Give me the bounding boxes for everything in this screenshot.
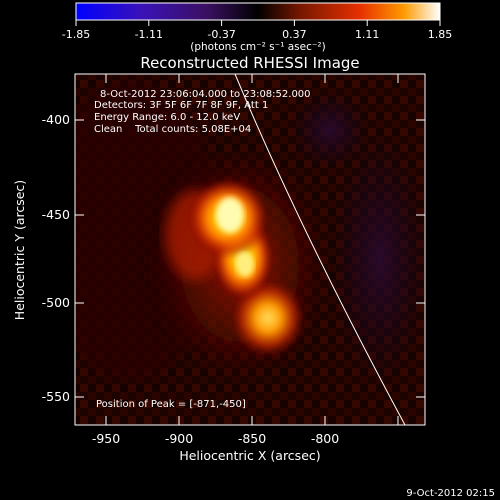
colorbar	[75, 2, 441, 21]
colorbar-tick-label: -0.37	[207, 28, 235, 41]
peak-position-text: Position of Peak = [-871,-450]	[96, 399, 246, 410]
y-tick-label: -500	[42, 295, 70, 310]
colorbar-tick-labels: -1.85 -1.11 -0.37 0.37 1.11 1.85	[62, 28, 452, 41]
x-tick-label: -850	[238, 431, 266, 446]
solar-image	[75, 74, 425, 425]
colorbar-unit-label: (photons cm⁻² s⁻¹ asec⁻²)	[190, 41, 325, 53]
y-axis-label: Heliocentric Y (arcsec)	[12, 180, 27, 320]
colorbar-tick-label: 1.85	[428, 28, 453, 41]
y-tick-label: -450	[42, 207, 70, 222]
colorbar-tick-label: 0.37	[282, 28, 307, 41]
image-title: Reconstructed RHESSI Image	[140, 54, 359, 72]
x-axis-ticks	[105, 74, 399, 425]
y-axis-ticks	[75, 119, 425, 398]
generation-timestamp: 9-Oct-2012 02:15	[406, 488, 495, 499]
energy-range-text: Energy Range: 6.0 - 12.0 keV	[94, 112, 240, 123]
detectors-text: Detectors: 3F 5F 6F 7F 8F 9F, Att 1	[94, 100, 268, 111]
time-range-text: 8-Oct-2012 23:06:04.000 to 23:08:52.000	[100, 89, 311, 100]
y-tick-label: -400	[42, 112, 70, 127]
clean-counts-text: Clean Total counts: 5.08E+04	[94, 124, 251, 135]
colorbar-tick-label: 1.11	[355, 28, 380, 41]
x-axis-label: Heliocentric X (arcsec)	[179, 448, 320, 463]
colorbar-ticks	[75, 20, 441, 26]
x-tick-label: -900	[165, 431, 193, 446]
colorbar-tick-label: -1.85	[62, 28, 90, 41]
plot-frame	[74, 73, 426, 426]
solar-limb-curve	[234, 74, 406, 425]
x-tick-label: -950	[92, 431, 120, 446]
x-tick-label: -800	[311, 431, 339, 446]
colorbar-tick-label: -1.11	[135, 28, 163, 41]
y-tick-label: -550	[42, 389, 70, 404]
